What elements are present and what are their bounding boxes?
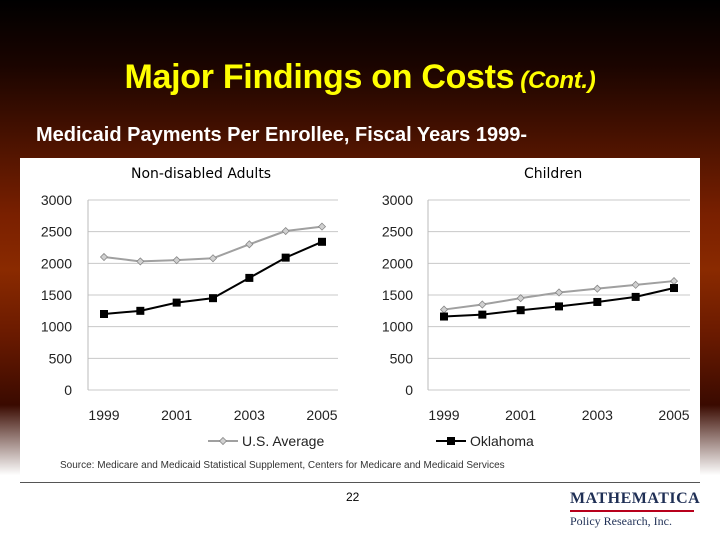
point-children-0-2001 (516, 294, 525, 303)
logo-wordmark: MATHEMATICA (570, 490, 701, 507)
point-children-1-2001 (516, 306, 525, 315)
point-children-0-2003 (593, 284, 602, 293)
x-tick-label-children-2001: 2001 (505, 407, 536, 423)
chart-panel (20, 158, 700, 476)
point-children-1-2004 (631, 292, 640, 301)
point-children-1-2000 (478, 310, 487, 319)
x-tick-label-adults-2003: 2003 (234, 407, 265, 423)
point-children-1-2002 (555, 302, 563, 311)
point-adults-1-2001 (172, 298, 181, 307)
point-adults-0-1999 (99, 252, 109, 262)
point-adults-1-2002 (209, 294, 217, 303)
slide-title-suffix: (Cont.) (520, 67, 596, 94)
point-children-0-2005 (669, 277, 679, 286)
slide-subtitle: Medicaid Payments Per Enrollee, Fiscal Y… (36, 124, 528, 146)
x-tick-label-adults-2001: 2001 (161, 407, 192, 423)
y-tick-label-adults-1000: 1000 (41, 319, 72, 335)
footer-divider (20, 482, 700, 483)
x-tick-label-children-1999: 1999 (428, 407, 459, 423)
legend-marker-1 (447, 437, 455, 445)
series-line-adults-1 (103, 240, 323, 315)
point-children-0-2000 (478, 300, 487, 309)
y-tick-label-children-1500: 1500 (382, 287, 413, 303)
chart-title-children: Children (524, 166, 583, 182)
logo-rule (570, 510, 694, 512)
slide-title-main: Major Findings on Costs (124, 58, 515, 96)
y-tick-label-children-2000: 2000 (382, 255, 413, 271)
point-adults-0-2002 (208, 254, 218, 263)
source-note: Source: Medicare and Medicaid Statistica… (60, 460, 505, 471)
point-adults-0-2001 (172, 256, 181, 265)
point-adults-1-2000 (136, 306, 145, 315)
point-adults-0-2003 (245, 240, 254, 249)
y-tick-label-adults-1500: 1500 (41, 287, 72, 303)
chart-title-adults: Non-disabled Adults (131, 166, 272, 182)
slide-title: Major Findings on Costs (Cont.) (0, 58, 720, 97)
slide-bottom-background (0, 475, 720, 540)
legend-label-0: U.S. Average (242, 433, 324, 449)
point-adults-1-1999 (100, 310, 108, 318)
y-tick-label-children-0: 0 (405, 382, 413, 398)
point-children-1-2003 (593, 297, 602, 306)
point-adults-0-2004 (281, 226, 290, 236)
x-tick-label-adults-2005: 2005 (306, 407, 337, 423)
x-tick-label-children-2003: 2003 (582, 407, 613, 423)
y-tick-label-adults-2500: 2500 (41, 224, 72, 240)
point-adults-0-2005 (317, 222, 327, 231)
point-children-1-2005 (670, 284, 678, 293)
page-number: 22 (346, 490, 360, 504)
x-tick-label-children-2005: 2005 (658, 407, 689, 423)
y-tick-label-children-3000: 3000 (382, 192, 413, 208)
y-tick-label-adults-500: 500 (49, 350, 73, 366)
y-tick-label-adults-2000: 2000 (41, 255, 72, 271)
y-tick-label-adults-0: 0 (64, 382, 72, 398)
point-adults-1-2004 (281, 253, 290, 262)
logo-tagline: Policy Research, Inc. (570, 514, 672, 528)
point-adults-1-2005 (318, 237, 326, 246)
point-adults-1-2003 (245, 273, 254, 282)
y-tick-label-children-2500: 2500 (382, 224, 413, 240)
point-children-1-1999 (440, 312, 448, 321)
x-tick-label-adults-1999: 1999 (88, 407, 119, 423)
point-adults-0-2000 (136, 257, 145, 266)
y-tick-label-adults-3000: 3000 (41, 192, 72, 208)
point-children-0-2004 (631, 280, 640, 289)
point-children-0-1999 (439, 305, 449, 314)
legend-marker-0 (218, 436, 228, 446)
point-children-0-2002 (554, 288, 564, 297)
y-tick-label-children-500: 500 (390, 350, 414, 366)
legend-label-1: Oklahoma (470, 433, 534, 449)
mathematica-logo: MATHEMATICA Policy Research, Inc. (570, 490, 700, 528)
y-tick-label-children-1000: 1000 (382, 319, 413, 335)
